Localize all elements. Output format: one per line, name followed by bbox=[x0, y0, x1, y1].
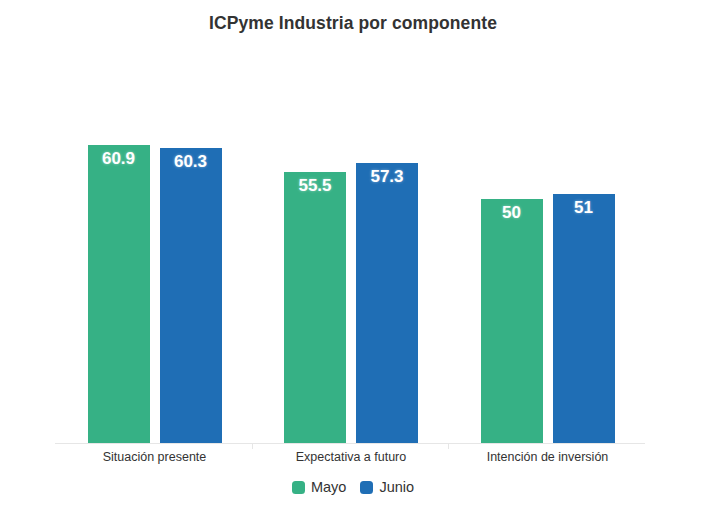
bar-value-label: 51 bbox=[553, 198, 615, 218]
axis-tick bbox=[252, 444, 253, 449]
bar-mayo-3: 50 bbox=[481, 199, 543, 443]
legend-label-mayo: Mayo bbox=[311, 479, 346, 495]
category-label: Expectativa a futuro bbox=[296, 450, 406, 464]
bar-mayo-1: 60.9 bbox=[88, 145, 150, 443]
legend-swatch-junio bbox=[360, 481, 373, 494]
bar-junio-2: 57.3 bbox=[356, 163, 418, 443]
legend-swatch-mayo bbox=[292, 481, 305, 494]
chart-container: ICPyme Industria por componente 60.960.3… bbox=[0, 0, 706, 509]
bar-junio-3: 51 bbox=[553, 194, 615, 443]
x-axis-line bbox=[55, 443, 645, 444]
category-label: Intención de inversión bbox=[487, 450, 609, 464]
bar-value-label: 55.5 bbox=[284, 176, 346, 196]
bar-value-label: 60.3 bbox=[160, 152, 222, 172]
plot-area: 60.9 60.3 Situación presente 55.5 57.3 Expect… bbox=[0, 0, 706, 509]
legend-item-mayo[interactable]: Mayo bbox=[292, 479, 346, 495]
bar-value-label: 50 bbox=[481, 203, 543, 223]
legend: Mayo Junio bbox=[0, 479, 706, 495]
axis-tick bbox=[448, 444, 449, 449]
category-label: Situación presente bbox=[103, 450, 207, 464]
legend-label-junio: Junio bbox=[379, 479, 414, 495]
bar-value-label: 57.3 bbox=[356, 167, 418, 187]
bar-junio-1: 60.3 bbox=[160, 148, 222, 443]
legend-item-junio[interactable]: Junio bbox=[360, 479, 414, 495]
bar-value-label: 60.9 bbox=[88, 149, 150, 169]
bar-mayo-2: 55.5 bbox=[284, 172, 346, 443]
